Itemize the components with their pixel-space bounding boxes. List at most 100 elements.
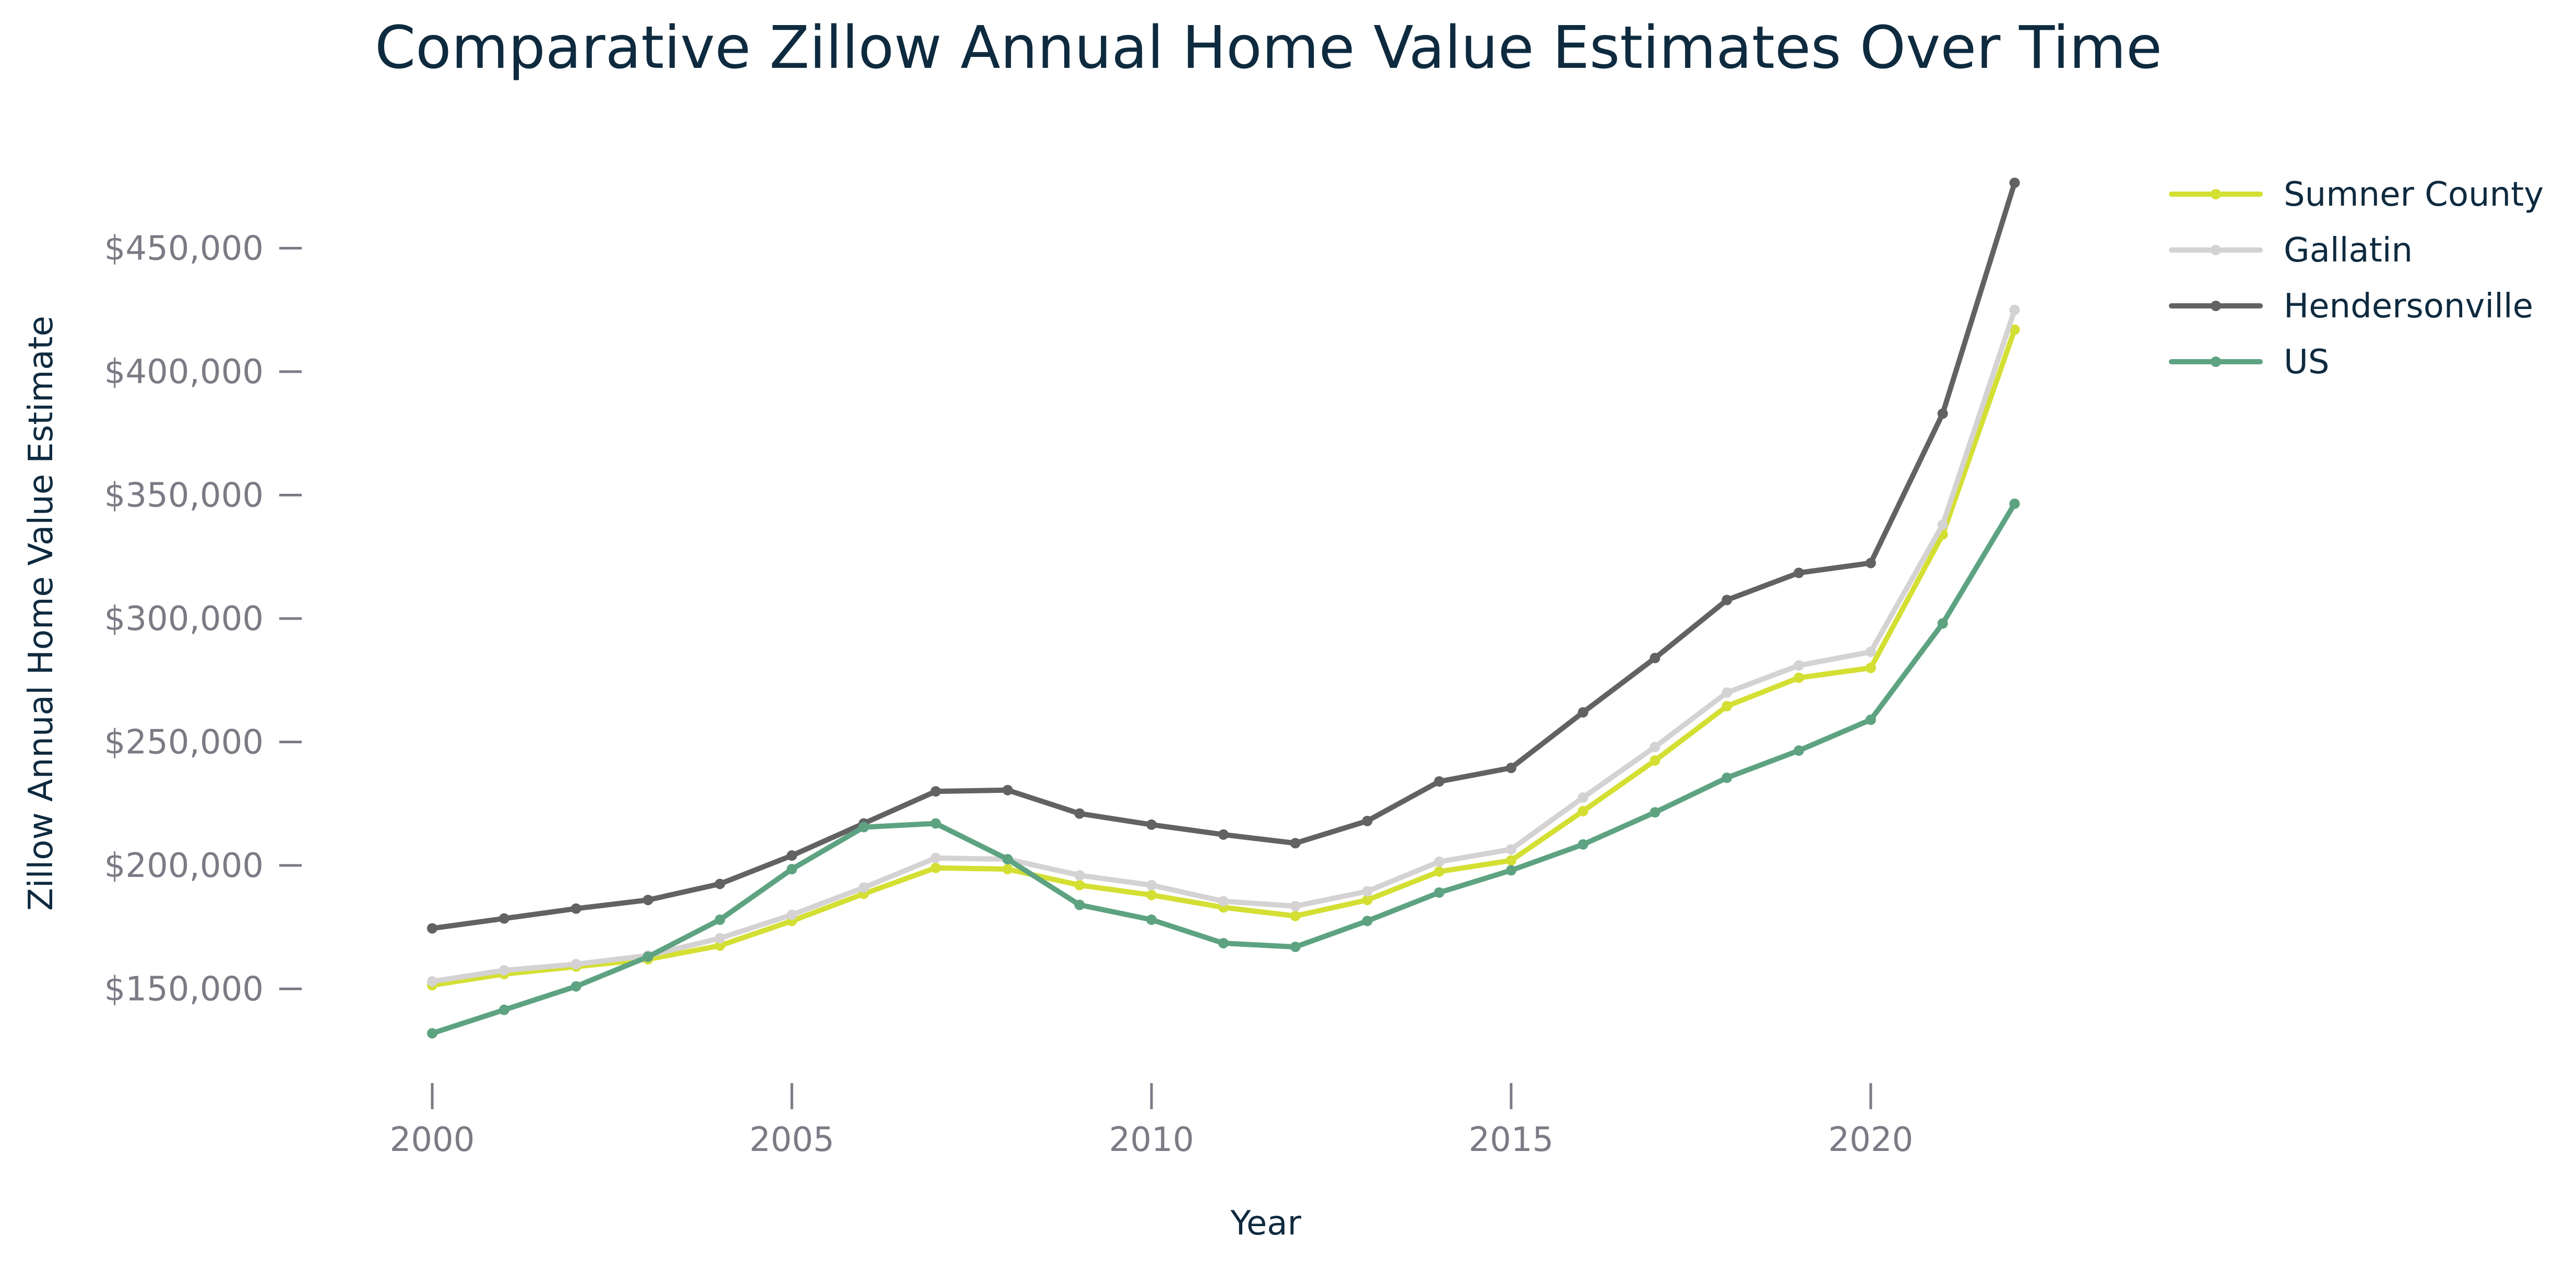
data-point bbox=[1434, 887, 1445, 898]
data-point bbox=[1649, 652, 1660, 663]
data-point bbox=[1722, 687, 1732, 698]
data-point bbox=[1722, 595, 1732, 605]
data-point bbox=[571, 981, 581, 992]
data-point bbox=[1146, 819, 1157, 830]
data-point bbox=[1794, 660, 1805, 671]
data-point bbox=[1865, 646, 1876, 657]
x-tick-label: 2010 bbox=[1109, 1121, 1194, 1159]
plot-series bbox=[427, 177, 2020, 1039]
data-point bbox=[1218, 896, 1229, 907]
data-point bbox=[930, 862, 941, 873]
legend-label: Hendersonville bbox=[2284, 287, 2533, 326]
data-point bbox=[1865, 714, 1876, 725]
data-point bbox=[1362, 895, 1373, 906]
legend-swatch-marker bbox=[2211, 357, 2221, 367]
data-point bbox=[571, 903, 581, 914]
series-gallatin bbox=[427, 304, 2020, 987]
data-point bbox=[1002, 864, 1013, 875]
data-point bbox=[571, 959, 581, 970]
data-point bbox=[1074, 880, 1085, 890]
data-point bbox=[858, 822, 869, 833]
data-point bbox=[1434, 856, 1445, 867]
y-axis: $150,000 $200,000 $250,000 $300,000 $350,000… bbox=[104, 230, 302, 1008]
data-point bbox=[1362, 916, 1373, 926]
data-point bbox=[930, 818, 941, 829]
y-tick-label: $300,000 bbox=[104, 600, 264, 638]
data-point bbox=[787, 909, 798, 920]
data-point bbox=[1505, 844, 1516, 855]
legend-label: Sumner County bbox=[2284, 175, 2544, 214]
data-point bbox=[2009, 304, 2020, 315]
legend-item: Hendersonville bbox=[2169, 287, 2533, 326]
legend-label: Gallatin bbox=[2284, 231, 2413, 270]
y-tick-label: $350,000 bbox=[104, 477, 264, 515]
legend-label: US bbox=[2284, 343, 2329, 382]
data-point bbox=[643, 895, 654, 906]
series-sumner-county bbox=[427, 324, 2020, 991]
data-point bbox=[1722, 700, 1732, 711]
series-line bbox=[430, 327, 2017, 988]
legend-item: Sumner County bbox=[2169, 175, 2544, 214]
legend-swatch-marker bbox=[2211, 189, 2221, 199]
data-point bbox=[1362, 886, 1373, 897]
chart-title: Comparative Zillow Annual Home Value Est… bbox=[375, 14, 2162, 82]
x-tick-label: 2015 bbox=[1469, 1121, 1554, 1159]
data-point bbox=[715, 940, 726, 951]
data-point bbox=[1146, 914, 1157, 925]
data-point bbox=[1649, 741, 1660, 752]
data-point bbox=[1937, 408, 1948, 419]
x-tick-label: 2020 bbox=[1828, 1121, 1913, 1159]
data-point bbox=[498, 965, 509, 976]
x-tick-label: 2005 bbox=[750, 1121, 835, 1159]
legend-item: US bbox=[2169, 343, 2329, 382]
data-point bbox=[1002, 785, 1013, 795]
data-point bbox=[1290, 901, 1301, 912]
series-line bbox=[430, 307, 2017, 984]
data-point bbox=[1577, 805, 1588, 816]
data-point bbox=[427, 1028, 438, 1039]
data-point bbox=[1937, 618, 1948, 629]
data-point bbox=[1865, 557, 1876, 568]
data-point bbox=[1794, 745, 1805, 756]
data-point bbox=[1505, 855, 1516, 866]
data-point bbox=[1505, 763, 1516, 774]
data-point bbox=[1505, 865, 1516, 876]
data-point bbox=[787, 864, 798, 875]
legend: Sumner County Gallatin Hendersonville US bbox=[2169, 175, 2544, 382]
data-point bbox=[1362, 815, 1373, 826]
y-tick-label: $200,000 bbox=[104, 847, 264, 885]
data-point bbox=[1722, 773, 1732, 783]
data-point bbox=[1937, 519, 1948, 530]
data-point bbox=[498, 1004, 509, 1015]
data-point bbox=[1146, 889, 1157, 900]
data-point bbox=[427, 976, 438, 987]
series-line bbox=[430, 180, 2017, 931]
data-point bbox=[1794, 567, 1805, 578]
data-point bbox=[1649, 807, 1660, 818]
y-tick-label: $400,000 bbox=[104, 353, 264, 391]
data-point bbox=[1290, 838, 1301, 849]
data-point bbox=[1794, 672, 1805, 683]
y-tick-label: $150,000 bbox=[104, 970, 264, 1008]
x-axis: 2000 2005 2010 2015 2020 bbox=[390, 1083, 1913, 1159]
data-point bbox=[1002, 854, 1013, 865]
data-point bbox=[930, 786, 941, 797]
data-point bbox=[427, 923, 438, 934]
data-point bbox=[498, 913, 509, 924]
data-point bbox=[1218, 829, 1229, 840]
data-point bbox=[1074, 899, 1085, 910]
data-point bbox=[643, 951, 654, 962]
legend-item: Gallatin bbox=[2169, 231, 2413, 270]
y-axis-title: Zillow Annual Home Value Estimate bbox=[22, 316, 61, 911]
data-point bbox=[858, 882, 869, 893]
x-tick-label: 2000 bbox=[390, 1121, 475, 1159]
legend-swatch-marker bbox=[2211, 301, 2221, 311]
data-point bbox=[1218, 937, 1229, 948]
data-point bbox=[1290, 942, 1301, 953]
series-us bbox=[427, 498, 2020, 1039]
y-tick-label: $250,000 bbox=[104, 723, 264, 762]
data-point bbox=[2009, 324, 2020, 335]
y-tick-label: $450,000 bbox=[104, 230, 264, 268]
data-point bbox=[715, 933, 726, 944]
